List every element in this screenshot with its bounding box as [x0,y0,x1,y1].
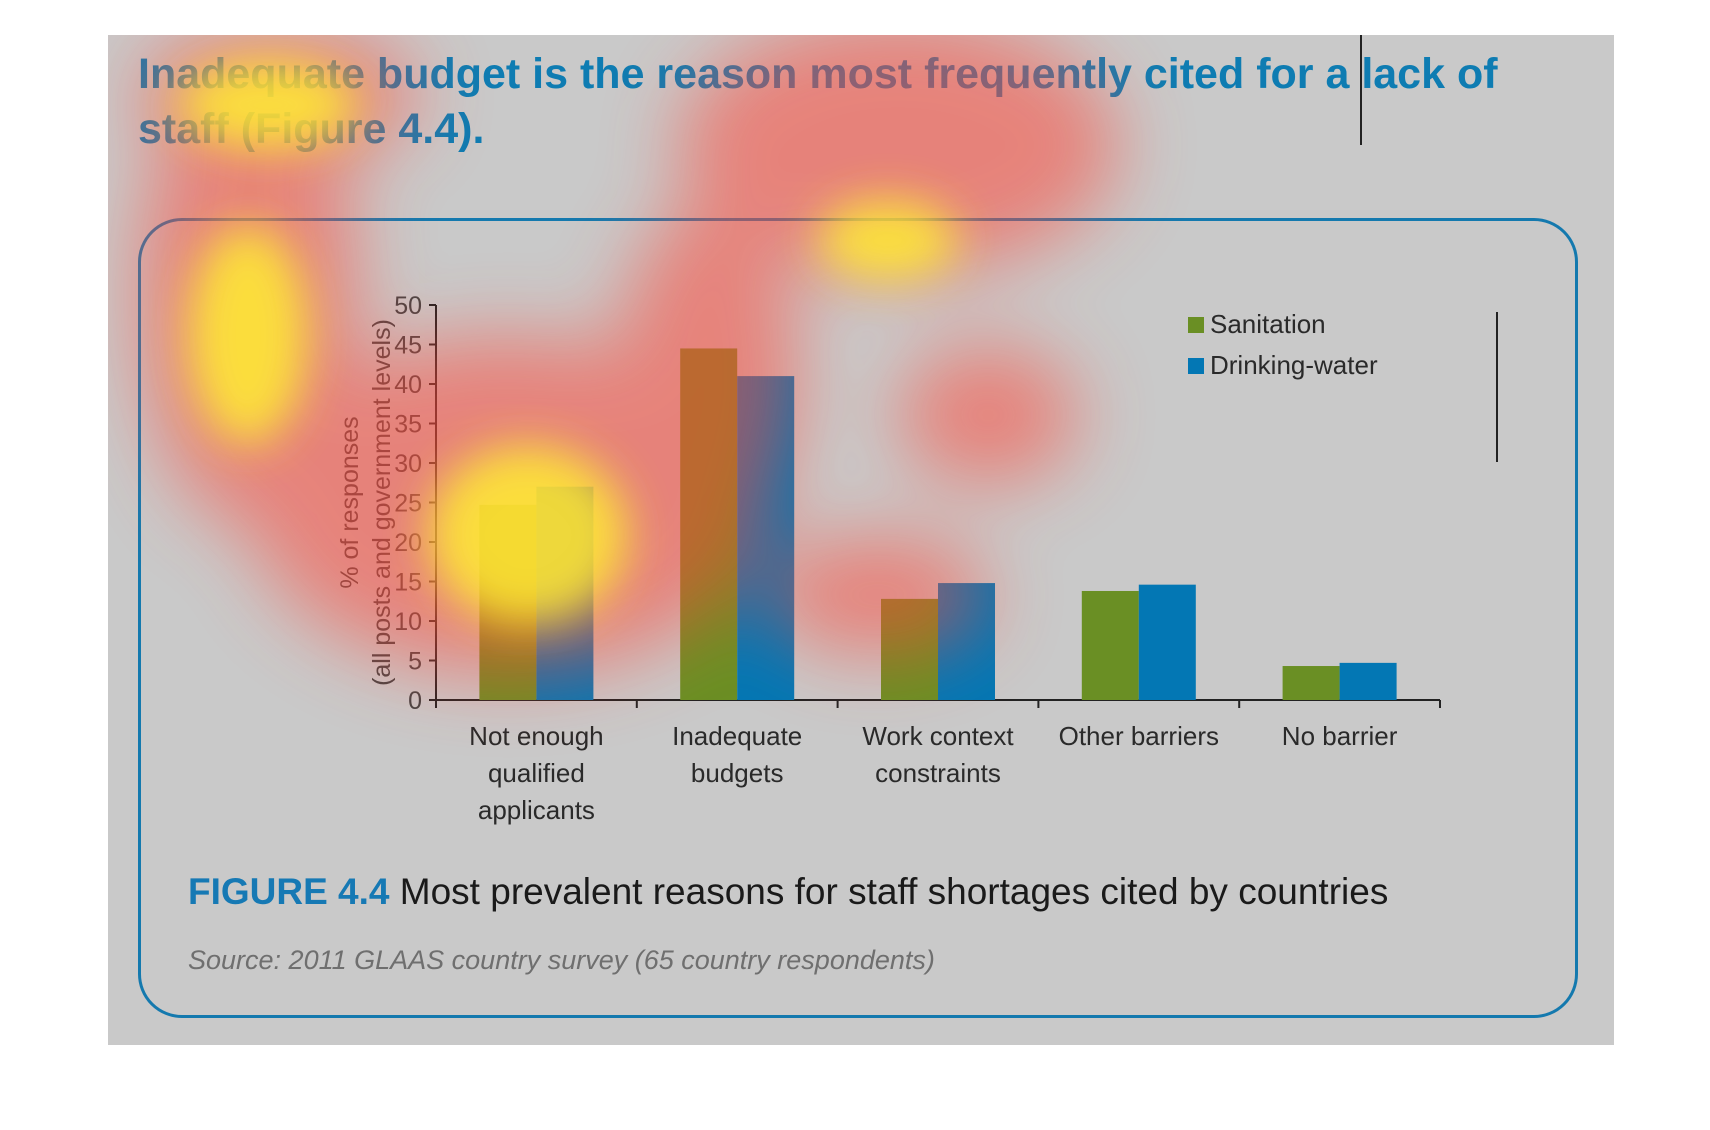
x-category-label: Other barriers [1059,721,1219,751]
y-tick-label: 35 [394,411,422,439]
legend-swatch [1188,358,1204,374]
bar-sanitation [479,504,537,700]
x-category-label-line: constraints [875,758,1001,788]
bar-sanitation [680,348,738,700]
bar-sanitation [1081,590,1139,700]
x-category-label-line: Inadequate [672,721,802,751]
y-tick-label: 25 [394,490,422,518]
x-category-label-line: No barrier [1282,721,1398,751]
divider-line-right [1496,312,1498,462]
figure-source: Source: 2011 GLAAS country survey (65 co… [188,945,935,975]
x-category-label: Not enough qualified applicants [469,721,603,825]
bar-drinking-water [938,583,995,700]
legend-swatch [1188,317,1204,333]
y-tick-label: 50 [394,292,422,320]
y-tick-label: 30 [394,450,422,478]
figure-caption-text: Most prevalent reasons for staff shortag… [399,871,1389,912]
x-category-label-line: budgets [691,758,784,788]
divider-line-top [1360,35,1362,145]
y-tick-label: 15 [394,569,422,597]
figure-caption: FIGURE 4.4 Most prevalent reasons for st… [188,871,1388,913]
x-category-label-line: Other barriers [1059,721,1219,751]
x-category-label-line: Not enough [469,721,603,751]
y-axis-title: % of responses (all posts and government … [336,319,396,686]
y-tick-label: 45 [394,332,422,360]
bar-drinking-water [536,486,594,700]
figure-number: FIGURE 4.4 [188,871,390,912]
y-tick-label: 20 [394,529,422,557]
bar-drinking-water [737,376,795,700]
y-axis-title-line: (all posts and government levels) [368,319,396,686]
bar-sanitation [881,598,938,700]
y-tick-label: 0 [408,687,422,715]
y-tick-label: 5 [408,648,422,676]
legend-label: Sanitation [1210,309,1326,339]
x-category-label-line: applicants [478,795,595,825]
y-axis-title-line: % of responses [336,416,364,588]
y-tick-label: 40 [394,371,422,399]
legend-label: Drinking-water [1210,350,1378,380]
y-tick-label: 10 [394,608,422,636]
bar-sanitation [1282,666,1340,700]
x-category-label: Work context constraints [862,721,1014,788]
bar-drinking-water [1138,584,1196,700]
x-category-label-line: Work context [862,721,1014,751]
figure-panel: Inadequate budget is the reason most fre… [108,35,1614,1045]
x-category-label: Inadequate budgets [672,721,802,788]
bar-drinking-water [1339,662,1397,700]
x-category-label-line: qualified [488,758,585,788]
x-category-label: No barrier [1282,721,1398,751]
